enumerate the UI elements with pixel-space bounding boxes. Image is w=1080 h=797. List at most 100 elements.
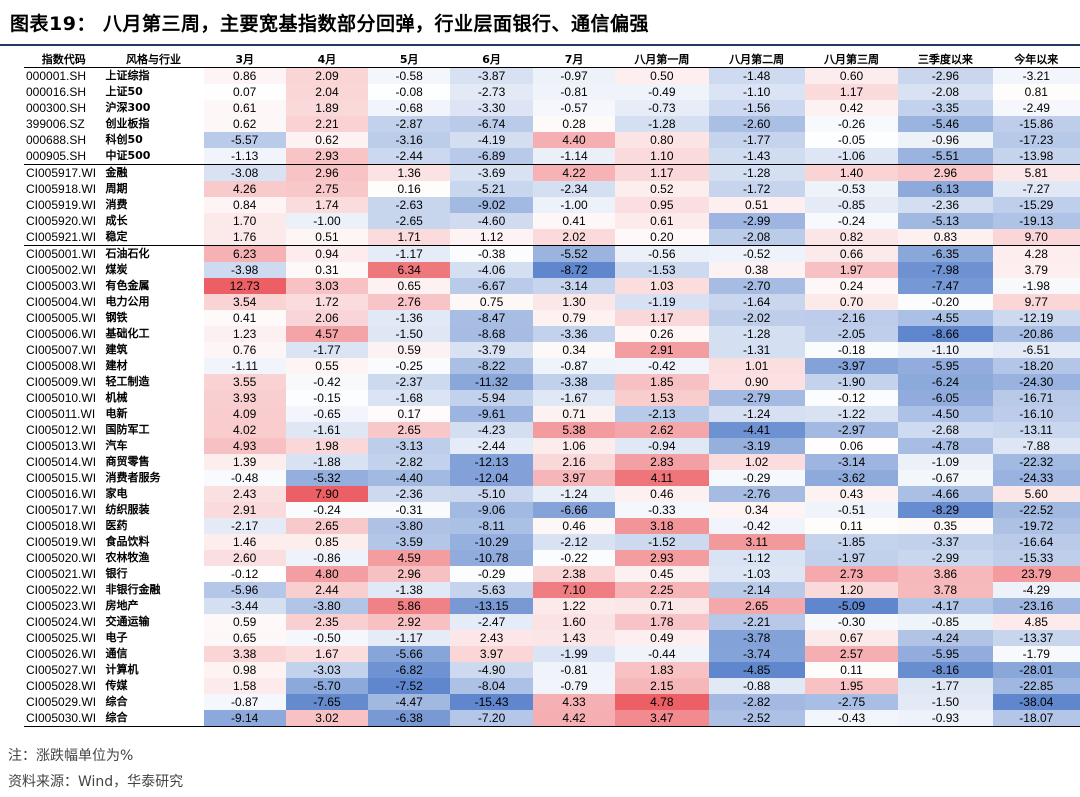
value-cell: 2.96 [285,164,369,181]
index-name: 创业板指 [105,117,150,130]
value-cell: 3.93 [203,390,286,406]
value-cell: -1.43 [708,148,805,165]
value-cell: -12.04 [450,470,533,486]
value-cell: 2.62 [615,422,709,438]
value-cell: -1.88 [285,454,369,470]
value-cell: -0.12 [804,390,899,406]
header-row: 指数代码 风格与行业 3月 4月 5月 6月 7月 八月第一周 八月第二周 八月第三周 三季度以来今… [24,50,1080,68]
value-cell: 0.95 [615,197,709,213]
value-cell: -4.78 [898,438,993,454]
value-cell: -1.64 [708,294,805,310]
value-cell: -2.52 [708,710,805,727]
table-row: CI005030.WI 综合 -9.14 3.02 -6.38 -7.20 4.42 3.47… [24,710,1080,727]
value-cell: 0.11 [804,518,899,534]
value-cell: -4.29 [992,582,1080,598]
value-cell: -9.02 [450,197,533,213]
value-cell: 0.79 [532,310,616,326]
table-row: CI005022.WI 非银行金融 -5.96 2.44 -1.38 -5.63 7.10 2… [24,582,1080,598]
value-cell: 0.76 [203,342,286,358]
value-cell: -3.35 [898,100,993,116]
value-cell: -2.97 [804,422,899,438]
column-header: 4月 [285,50,369,68]
column-header: 5月 [368,50,451,68]
value-cell: -0.79 [532,678,616,694]
index-name: 科创50 [105,133,143,146]
index-code: CI005020.WI [26,551,97,565]
value-cell: 1.70 [203,213,286,229]
value-cell: -0.57 [532,100,616,116]
value-cell: -0.44 [615,646,709,662]
value-cell: -1.28 [615,116,709,132]
value-cell: 1.30 [532,294,616,310]
index-code: CI005920.WI [26,214,97,228]
table-row: CI005012.WI 国防军工 4.02 -1.61 2.65 -4.23 5.38 2.6… [24,422,1080,438]
value-cell: -0.42 [285,374,369,390]
value-cell: 0.80 [615,132,709,148]
value-cell: -3.74 [708,646,805,662]
value-cell: -12.19 [992,310,1080,326]
value-cell: -2.68 [898,422,993,438]
value-cell: -1.67 [532,390,616,406]
value-cell: -0.43 [804,710,899,727]
value-cell: -2.44 [450,438,533,454]
value-cell: -1.17 [368,630,451,646]
index-code: CI005921.WI [26,230,97,244]
value-cell: -19.72 [992,518,1080,534]
value-cell: -2.34 [532,181,616,197]
value-cell: 0.61 [615,213,709,229]
index-code: CI005917.WI [24,164,104,181]
value-cell: 0.62 [285,132,369,148]
value-cell: -8.72 [532,262,616,278]
footnote: 注：涨跌幅单位为% [8,748,134,764]
value-cell: 0.59 [203,614,286,630]
value-cell: 3.97 [450,646,533,662]
index-name: 石油石化 [103,245,204,262]
value-cell: -2.99 [898,550,993,566]
value-cell: 0.67 [804,630,899,646]
value-cell: -3.78 [708,630,805,646]
value-cell: -1.19 [615,294,709,310]
index-code: CI005005.WI [26,311,97,325]
value-cell: -0.22 [532,550,616,566]
value-cell: -3.19 [708,438,805,454]
value-cell: -2.79 [708,390,805,406]
value-cell: -4.60 [450,213,533,229]
value-cell: 1.20 [804,582,899,598]
value-cell: -8.47 [450,310,533,326]
index-code: CI005010.WI [26,391,97,405]
value-cell: 2.93 [285,148,369,165]
value-cell: -9.61 [450,406,533,422]
table-row: 000300.SH 沪深300 0.61 1.89 -0.68 -3.30 -0.57 -0.… [24,100,1080,116]
value-cell: -0.05 [804,132,899,148]
table-row: 399006.SZ 创业板指 0.62 2.21 -2.87 -6.74 0.28 -1.28… [24,116,1080,132]
value-cell: 0.66 [804,245,899,262]
value-cell: 1.36 [368,164,451,181]
value-cell: 0.11 [804,662,899,678]
value-cell: -2.75 [804,694,899,710]
value-cell: 2.73 [804,566,899,582]
index-name: 通信 [105,647,128,660]
value-cell: 0.24 [804,278,899,294]
value-cell: 1.03 [615,278,709,294]
value-cell: 0.61 [203,100,286,116]
value-cell: 0.55 [285,358,369,374]
index-code: CI005004.WI [26,295,97,309]
value-cell: 5.81 [992,164,1080,181]
index-code: 000688.SH [26,133,87,147]
value-cell: 1.01 [708,358,805,374]
table-row: CI005007.WI 建筑 0.76 -1.77 0.59 -3.79 0.34 2.91-… [24,342,1080,358]
index-code: CI005011.WI [26,407,96,421]
value-cell: -0.30 [804,614,899,630]
value-cell: -0.53 [804,181,899,197]
value-cell: -0.87 [532,358,616,374]
value-cell: 1.17 [615,164,709,181]
value-cell: -2.37 [368,374,451,390]
value-cell: 3.79 [992,262,1080,278]
index-code: CI005013.WI [26,439,97,453]
value-cell: -1.77 [708,132,805,148]
value-cell: -0.93 [898,710,993,727]
value-cell: -5.52 [532,245,616,262]
value-cell: -0.49 [615,84,709,100]
value-cell: 1.85 [615,374,709,390]
value-cell: -3.59 [368,534,451,550]
